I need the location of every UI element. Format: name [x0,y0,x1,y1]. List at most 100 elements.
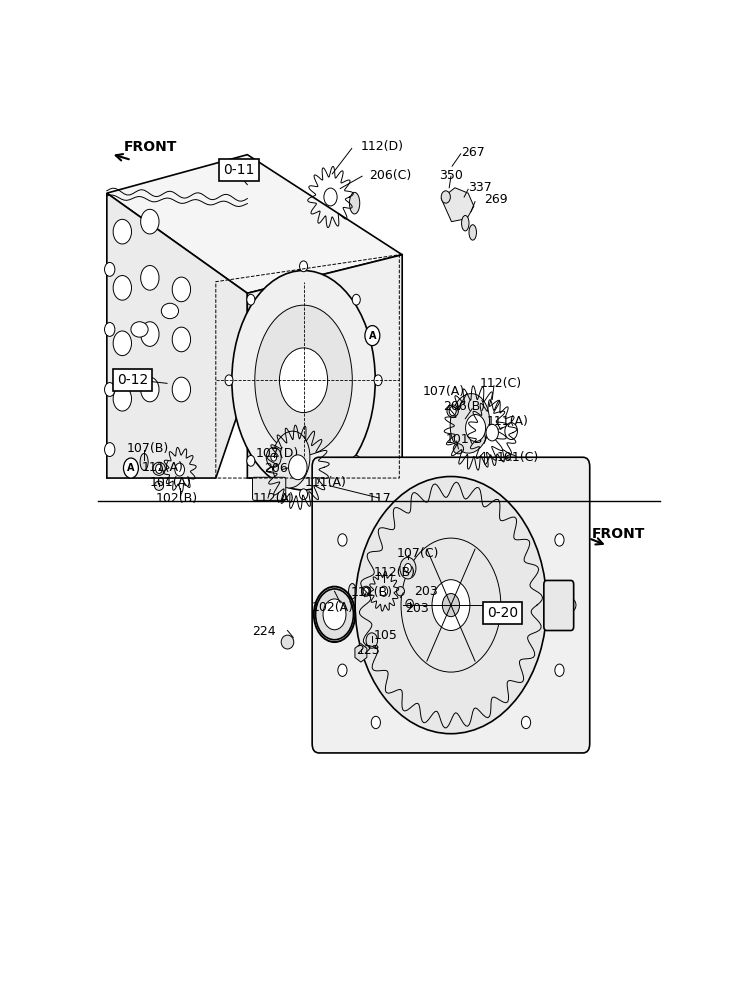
Circle shape [365,326,380,346]
Circle shape [323,599,346,630]
Ellipse shape [447,405,458,417]
Text: 223: 223 [357,644,380,657]
Text: 337: 337 [468,181,492,194]
Circle shape [486,424,499,441]
Circle shape [104,443,115,456]
Circle shape [141,377,159,402]
Circle shape [247,455,255,466]
Text: 112(D): 112(D) [361,140,404,153]
Circle shape [271,453,277,461]
Circle shape [326,599,335,611]
Circle shape [175,463,184,476]
Text: 107(B): 107(B) [127,442,169,455]
Circle shape [405,564,411,573]
Text: A: A [369,331,376,341]
Text: 112(C): 112(C) [480,377,522,390]
Ellipse shape [131,322,148,337]
Text: 112(A): 112(A) [252,492,295,505]
Text: 206(B): 206(B) [443,400,485,413]
Ellipse shape [349,584,356,599]
Circle shape [352,455,360,466]
Text: 111(A): 111(A) [142,461,184,474]
Circle shape [465,415,485,441]
Polygon shape [107,155,403,293]
Text: 269: 269 [484,193,507,206]
Ellipse shape [272,431,310,488]
Text: 107(D): 107(D) [256,447,299,460]
Circle shape [355,477,547,734]
Ellipse shape [161,303,178,319]
Text: 112(B): 112(B) [374,566,416,579]
FancyBboxPatch shape [544,580,574,631]
Circle shape [113,276,132,300]
Circle shape [172,277,191,302]
Text: 0-11: 0-11 [223,163,255,177]
Circle shape [432,580,470,631]
Circle shape [443,594,460,617]
FancyBboxPatch shape [312,457,590,753]
Text: 105: 105 [374,629,397,642]
Polygon shape [107,193,247,478]
Text: FRONT: FRONT [591,527,645,541]
Ellipse shape [450,394,490,453]
Circle shape [567,599,576,611]
Text: 101(C): 101(C) [497,451,539,464]
Polygon shape [247,255,403,478]
Circle shape [225,375,233,386]
Circle shape [104,262,115,276]
Circle shape [300,489,308,500]
Circle shape [505,423,517,440]
Circle shape [338,534,347,546]
Text: 102(B): 102(B) [155,492,198,505]
Text: 111(A): 111(A) [305,476,346,489]
Ellipse shape [505,455,517,466]
Ellipse shape [255,305,352,455]
Ellipse shape [232,271,375,490]
FancyBboxPatch shape [252,477,286,500]
Text: 101(B): 101(B) [445,433,488,446]
Ellipse shape [314,473,325,484]
Ellipse shape [397,587,405,596]
Text: 0-12: 0-12 [117,373,148,387]
Text: 107(A): 107(A) [423,385,465,398]
Text: 102(A): 102(A) [312,601,354,614]
Ellipse shape [361,586,371,596]
Circle shape [380,586,388,596]
Circle shape [555,664,564,676]
Text: 267: 267 [461,146,485,159]
Text: 117: 117 [367,492,391,505]
Circle shape [555,534,564,546]
Circle shape [315,589,354,640]
Circle shape [104,383,115,396]
Circle shape [371,716,380,729]
Circle shape [441,191,451,203]
Ellipse shape [281,635,294,649]
Circle shape [172,377,191,402]
Text: 203: 203 [414,585,437,598]
Text: 206(C): 206(C) [369,169,411,182]
Polygon shape [441,188,474,222]
Ellipse shape [155,481,164,490]
Ellipse shape [406,599,414,608]
Circle shape [400,557,416,579]
Circle shape [266,447,281,467]
Circle shape [113,219,132,244]
Circle shape [289,455,307,480]
Ellipse shape [469,225,477,240]
Text: 0-20: 0-20 [487,606,518,620]
Ellipse shape [349,192,360,214]
Circle shape [522,716,531,729]
Circle shape [141,322,159,346]
Text: 206(A): 206(A) [264,462,306,475]
Ellipse shape [462,215,469,231]
Circle shape [172,327,191,352]
Circle shape [113,331,132,356]
Ellipse shape [140,453,148,470]
Circle shape [324,188,337,206]
Circle shape [374,375,382,386]
Ellipse shape [453,444,463,454]
Circle shape [449,406,456,416]
Ellipse shape [152,462,165,475]
Circle shape [352,294,360,305]
Circle shape [113,386,132,411]
